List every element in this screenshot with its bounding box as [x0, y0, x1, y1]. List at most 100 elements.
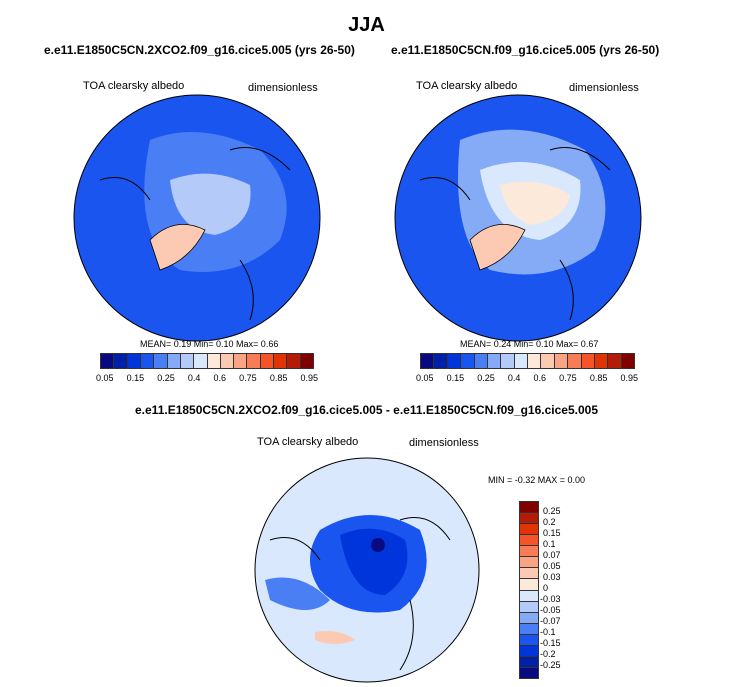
colorbar-box: [140, 354, 155, 368]
panel1-stats: MEAN= 0.19 Min= 0.10 Max= 0.66: [140, 339, 279, 349]
colorbar-box: [520, 656, 538, 668]
colorbar-box: [520, 590, 538, 602]
colorbar-box: [621, 354, 634, 368]
colorbar-box: [274, 354, 288, 368]
colorbar-box: [447, 354, 462, 368]
colorbar-label: 0.15: [446, 373, 465, 383]
colorbar-box: [520, 645, 538, 657]
colorbar-box: [220, 354, 235, 368]
colorbar-label: 0.15: [126, 373, 145, 383]
colorbar-box: [474, 354, 488, 368]
diff-units: dimensionless: [409, 437, 479, 449]
colorbar-box: [608, 354, 622, 368]
colorbar-box: [520, 568, 538, 580]
colorbar-box: [520, 579, 538, 591]
panel1-units: dimensionless: [248, 82, 318, 94]
colorbar-box: [300, 354, 313, 368]
colorbar-label: -0.1: [540, 627, 556, 637]
colorbar-label: 0.05: [543, 561, 561, 571]
colorbar-box: [520, 667, 538, 678]
colorbar-box: [520, 612, 538, 624]
colorbar-label: 0.05: [96, 373, 114, 383]
colorbar-label: 0.25: [157, 373, 175, 383]
colorbar-box: [568, 354, 582, 368]
colorbar-label: -0.07: [540, 616, 561, 626]
colorbar-box: [594, 354, 609, 368]
colorbar-box: [287, 354, 301, 368]
colorbar-box: [421, 354, 435, 368]
colorbar-box: [520, 601, 538, 613]
colorbar-label: 0.4: [507, 373, 521, 383]
colorbar-box: [514, 354, 528, 368]
colorbar-panel2: [420, 353, 635, 369]
diff-stats: MIN = -0.32 MAX = 0.00: [488, 475, 586, 485]
colorbar-label: -0.2: [540, 649, 556, 659]
colorbar-box: [520, 546, 538, 558]
colorbar-label: 0.07: [543, 550, 561, 560]
colorbar-label: -0.03: [540, 594, 561, 604]
colorbar-label: 0.95: [300, 373, 318, 383]
colorbar-box: [127, 354, 141, 368]
colorbar-box: [234, 354, 248, 368]
figure-title: JJA: [348, 14, 385, 36]
colorbar-label: -0.05: [540, 605, 561, 615]
colorbar-box: [207, 354, 221, 368]
colorbar-label: 0.2: [543, 517, 556, 527]
colorbar-box: [180, 354, 195, 368]
colorbar-box: [501, 354, 515, 368]
colorbar-box: [520, 502, 538, 514]
colorbar-box: [154, 354, 168, 368]
colorbar-box: [114, 354, 128, 368]
diff-variable: TOA clearsky albedo: [257, 436, 359, 448]
colorbar-box: [554, 354, 569, 368]
colorbar-label: 0.25: [543, 506, 561, 516]
colorbar-box: [581, 354, 595, 368]
colorbar-label: 0.05: [416, 373, 434, 383]
colorbar-box: [520, 535, 538, 547]
colorbar-label: 0.75: [559, 373, 577, 383]
colorbar-label: 0.1: [543, 539, 556, 549]
colorbar-box: [167, 354, 181, 368]
colorbar-box: [528, 354, 542, 368]
colorbar-label: 0.95: [620, 373, 638, 383]
colorbar-panel1-labels: 0.05 0.15 0.25 0.4 0.6 0.75 0.85 0.95: [96, 373, 318, 383]
colorbar-label: 0.6: [213, 373, 227, 383]
panel2-units: dimensionless: [569, 82, 639, 94]
colorbar-label: 0: [543, 583, 549, 593]
colorbar-panel1: [100, 353, 314, 369]
colorbar-label: -0.15: [540, 638, 561, 648]
panel2-variable: TOA clearsky albedo: [416, 80, 518, 92]
colorbar-box: [260, 354, 275, 368]
colorbar-box: [434, 354, 448, 368]
colorbar-label: 0.85: [589, 373, 608, 383]
colorbar-box: [520, 623, 538, 635]
colorbar-label: -0.25: [540, 660, 561, 670]
colorbar-label: 0.85: [269, 373, 288, 383]
colorbar-diff: [519, 501, 539, 679]
colorbar-box: [520, 634, 538, 646]
colorbar-label: 0.03: [543, 572, 561, 582]
colorbar-label: 0.4: [187, 373, 201, 383]
map-diff: [254, 457, 480, 683]
colorbar-box: [487, 354, 502, 368]
colorbar-panel2-labels: 0.05 0.15 0.25 0.4 0.6 0.75 0.85 0.95: [416, 373, 638, 383]
panel1-variable: TOA clearsky albedo: [83, 80, 185, 92]
colorbar-box: [194, 354, 208, 368]
colorbar-box: [461, 354, 475, 368]
panel1-title: e.e11.E1850C5CN.2XCO2.f09_g16.cice5.005 …: [44, 43, 355, 57]
diff-title: e.e11.E1850C5CN.2XCO2.f09_g16.cice5.005 …: [135, 403, 598, 417]
colorbar-box: [101, 354, 115, 368]
colorbar-box: [541, 354, 555, 368]
colorbar-box: [520, 524, 538, 536]
colorbar-label: 0.6: [533, 373, 547, 383]
colorbar-label: 0.75: [239, 373, 257, 383]
colorbar-box: [247, 354, 261, 368]
map-panel1: [73, 94, 321, 342]
colorbar-box: [520, 557, 538, 569]
colorbar-label: 0.25: [477, 373, 495, 383]
colorbar-box: [520, 513, 538, 525]
colorbar-diff-labels: 0.25 0.2 0.15 0.1 0.07 0.05 0.03 0 -0.03 -0.05 -0.…: [540, 501, 570, 677]
panel2-title: e.e11.E1850C5CN.f09_g16.cice5.005 (yrs 2…: [391, 43, 660, 57]
